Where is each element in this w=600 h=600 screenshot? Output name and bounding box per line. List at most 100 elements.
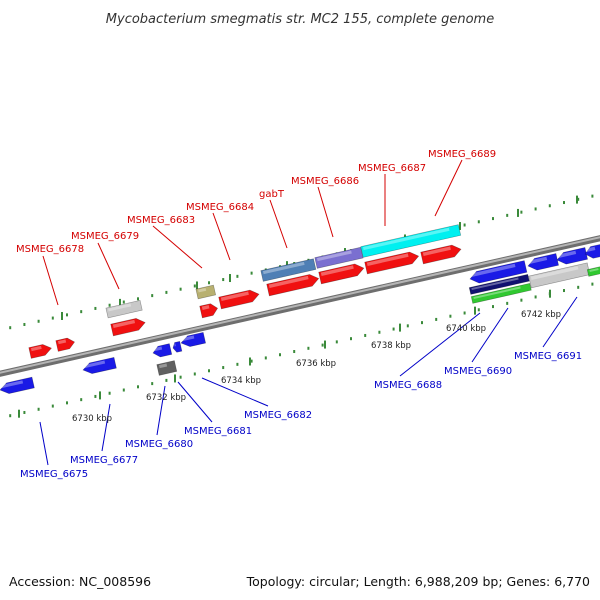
tick-major xyxy=(174,374,176,383)
gene-label[interactable]: MSMEG_6679 xyxy=(71,231,139,242)
tick-major xyxy=(119,298,121,307)
gene-arrow-reverse-shine xyxy=(158,363,168,369)
gene-label[interactable]: MSMEG_6677 xyxy=(70,455,138,466)
gene-arrow-forward-body xyxy=(105,300,143,319)
tick-major xyxy=(474,306,476,315)
tick-dot xyxy=(37,407,40,411)
label-connector xyxy=(542,296,578,348)
label-connector xyxy=(269,199,288,249)
tick-dot xyxy=(421,321,423,325)
tick-dot xyxy=(492,217,494,221)
tick-major xyxy=(549,289,551,298)
tick-label: 6742 kbp xyxy=(521,310,561,320)
tick-major xyxy=(324,340,326,349)
gene-arrow-forward xyxy=(314,246,364,269)
gene-label[interactable]: MSMEG_6690 xyxy=(444,366,512,377)
tick-dot xyxy=(520,298,523,302)
tick-dot xyxy=(548,204,551,208)
tick-dot xyxy=(307,346,310,350)
gene-arrow-reverse-body xyxy=(468,274,530,295)
tick-dot xyxy=(80,398,83,402)
gene-arrow-reverse xyxy=(468,274,530,295)
gene-label[interactable]: MSMEG_6678 xyxy=(16,244,84,255)
gene-label[interactable]: MSMEG_6675 xyxy=(20,469,88,480)
gene-label[interactable]: gabT xyxy=(259,189,285,200)
gene-arrow-forward xyxy=(195,284,217,300)
gene-arrow-reverse-shine xyxy=(83,360,106,369)
tick-dot xyxy=(193,284,196,288)
gene-arrow-reverse xyxy=(156,360,178,376)
label-connector xyxy=(177,381,213,423)
gene-label[interactable]: MSMEG_6691 xyxy=(514,351,582,362)
gene-arrow-reverse-shine xyxy=(181,335,195,342)
accession-text: Accession: NC_008596 xyxy=(9,574,151,589)
gene-arrow-reverse-shine xyxy=(471,277,519,291)
gene-arrow-forward-body xyxy=(199,303,218,319)
tick-dot xyxy=(506,213,509,217)
tick-dot xyxy=(108,391,111,395)
tick-dot xyxy=(179,375,182,379)
tick-dot xyxy=(435,317,438,321)
gene-arrow-forward-shine xyxy=(362,227,450,251)
gene-arrow-reverse-shine xyxy=(470,263,516,277)
gene-label[interactable]: MSMEG_6681 xyxy=(184,426,252,437)
label-connector xyxy=(156,385,166,436)
gene-label[interactable]: MSMEG_6688 xyxy=(374,380,442,391)
gene-label[interactable]: MSMEG_6683 xyxy=(127,215,195,226)
tick-dot xyxy=(108,303,111,307)
gene-arrow-reverse-shine xyxy=(153,346,163,352)
gene-arrow-forward-shine xyxy=(220,291,249,301)
gene-arrow-reverse-shine xyxy=(589,268,599,273)
tick-label: 6736 kbp xyxy=(296,359,336,369)
label-connectors xyxy=(39,159,578,466)
tick-dot xyxy=(51,404,54,408)
gene-arrow-forward-shine xyxy=(57,339,67,345)
tick-dot xyxy=(591,194,594,198)
tick-dot xyxy=(94,306,97,310)
tick-dot xyxy=(66,313,68,317)
gene-arrow-forward-shine xyxy=(30,345,42,352)
gene-arrow-forward-body xyxy=(218,289,260,310)
gene-label[interactable]: MSMEG_6686 xyxy=(291,176,359,187)
tick-dot xyxy=(477,308,480,312)
tick-dot xyxy=(250,271,253,275)
gene-arrow-forward xyxy=(364,251,420,275)
gene-arrow-forward-body xyxy=(318,263,365,285)
tick-dot xyxy=(577,285,580,289)
gene-arrow-forward-body xyxy=(260,258,317,282)
gene-arrow-forward-body xyxy=(195,284,217,300)
label-connector xyxy=(317,186,334,238)
tick-dot xyxy=(577,197,580,201)
gene-label[interactable]: MSMEG_6689 xyxy=(428,149,496,160)
tick-dot xyxy=(137,297,139,301)
gene-label[interactable]: MSMEG_6682 xyxy=(244,410,312,421)
tick-label: 6738 kbp xyxy=(371,341,411,351)
label-connector xyxy=(101,403,111,452)
gene-arrow-reverse-body xyxy=(0,376,35,394)
tick-major xyxy=(459,222,461,231)
gene-label[interactable]: MSMEG_6680 xyxy=(125,439,193,450)
gene-label[interactable]: MSMEG_6684 xyxy=(186,202,254,213)
label-connector xyxy=(471,307,509,363)
gene-arrow-forward xyxy=(266,274,320,297)
tick-dot xyxy=(534,207,537,211)
gene-arrow-forward xyxy=(105,300,143,319)
map-title: Mycobacterium smegmatis str. MC2 155, co… xyxy=(106,12,494,27)
label-connector xyxy=(152,225,203,269)
gene-label[interactable]: MSMEG_6687 xyxy=(358,163,426,174)
tick-dot xyxy=(534,295,537,299)
gene-arrow-forward xyxy=(318,263,365,285)
tick-dot xyxy=(37,319,40,323)
gene-arrow-forward-body xyxy=(266,274,320,297)
gene-arrow-reverse xyxy=(527,253,559,271)
gene-arrow-reverse-shine xyxy=(0,380,24,389)
tick-dot xyxy=(94,394,97,398)
tick-dot xyxy=(449,314,452,318)
gene-arrow-reverse xyxy=(82,357,117,374)
label-connector xyxy=(201,377,269,407)
tick-dot xyxy=(208,369,210,373)
tick-dot xyxy=(279,353,281,357)
tick-dot xyxy=(392,327,395,331)
tick-dot xyxy=(378,330,381,334)
tick-major xyxy=(517,208,519,217)
